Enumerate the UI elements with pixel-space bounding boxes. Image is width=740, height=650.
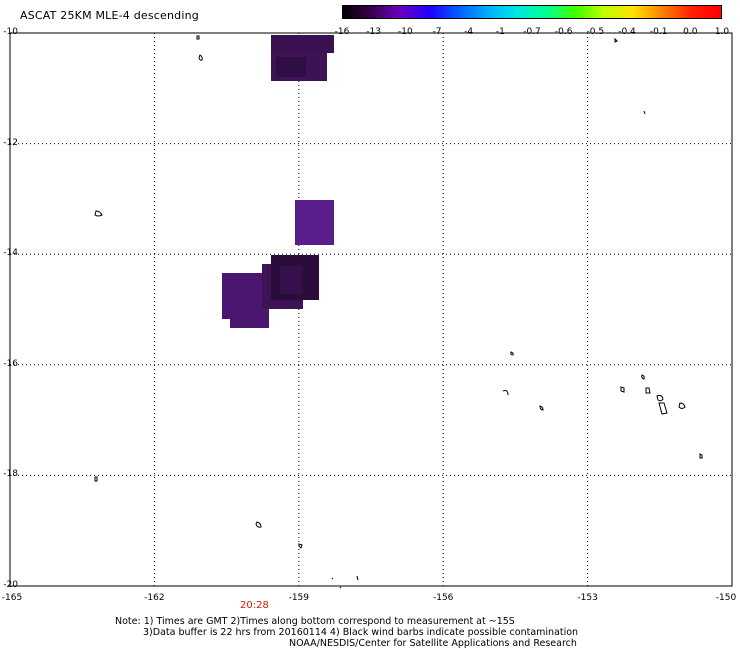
note-line-1: Note: 1) Times are GMT 2)Times along bot…	[115, 616, 515, 627]
island-outline	[539, 405, 544, 411]
coastlines	[94, 35, 703, 589]
island-outline	[643, 110, 646, 115]
island-outline	[614, 37, 618, 43]
colorbar-tick-label: -7	[432, 27, 442, 37]
island-outline	[255, 521, 262, 528]
longitude-label: -159	[288, 593, 310, 603]
swath-cell	[295, 200, 334, 245]
island-outline	[645, 387, 651, 394]
colorbar	[342, 5, 722, 19]
island-outline	[502, 390, 509, 396]
island-outline	[94, 476, 98, 482]
colorbar-tick-label: -0.7	[523, 27, 541, 37]
note-line-2: 3)Data buffer is 22 hrs from 20160114 4)…	[143, 627, 579, 638]
island-outline	[198, 54, 203, 61]
island-outline	[620, 386, 625, 393]
island-outline	[510, 351, 514, 356]
colorbar-tick-label: -4	[464, 27, 474, 37]
colorbar-tick-label: -13	[366, 27, 382, 37]
swath-cell	[276, 57, 306, 77]
colorbar-tick-label: 1.0	[714, 27, 730, 37]
colorbar-tick-label: -0.6	[554, 27, 573, 37]
longitude-label: -165	[1, 593, 23, 603]
map-frame	[9, 32, 733, 587]
colorbar-tick-label: -0.4	[618, 27, 636, 37]
longitude-label: -150	[715, 593, 737, 603]
island-outline	[196, 35, 200, 40]
colorbar-tick-label: -16	[334, 27, 350, 37]
latitude-label: -16	[3, 358, 18, 369]
latitude-label: -20	[3, 580, 18, 590]
island-outline	[356, 575, 359, 581]
longitude-label: -156	[432, 593, 454, 603]
latitude-label: -10	[3, 27, 18, 37]
island-outline	[678, 402, 686, 409]
colorbar-tick-label: -10	[397, 27, 413, 37]
latitude-label: -12	[3, 137, 18, 148]
swath-cell	[271, 35, 334, 53]
colorbar-tick-label: 0.0	[683, 27, 698, 37]
island-outline	[641, 374, 645, 380]
island-outline	[298, 543, 303, 549]
island-outline	[656, 394, 664, 402]
island-outline	[339, 586, 342, 589]
colorbar-tick-label: -0.1	[649, 27, 668, 37]
latitude-label: -14	[3, 248, 18, 259]
swath-cell	[280, 266, 302, 294]
colorbar-tick-label: -0.5	[586, 27, 605, 37]
time-label: 20:28	[240, 600, 269, 611]
colorbar-tick-label: -1	[495, 27, 505, 37]
note-line-3: NOAA/NESDIS/Center for Satellite Applica…	[289, 638, 577, 649]
island-outline	[331, 577, 334, 580]
map-title: ASCAT 25KM MLE-4 descending	[20, 9, 199, 22]
grid-lines	[10, 33, 732, 586]
island-outline	[699, 453, 703, 459]
scatterometer-swaths	[222, 35, 334, 328]
island-outline	[94, 210, 103, 217]
longitude-label: -162	[144, 593, 165, 603]
longitude-label: -153	[577, 593, 598, 603]
island-outline	[658, 402, 668, 415]
latitude-label: -18	[3, 469, 18, 480]
